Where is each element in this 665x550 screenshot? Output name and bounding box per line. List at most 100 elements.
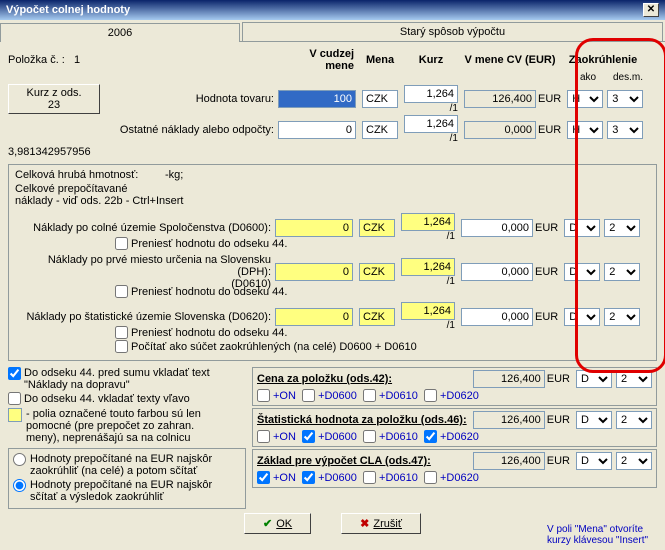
r2-eur [464, 121, 536, 139]
box2-title: Štatistická hodnota za položku (ods.46): [257, 414, 473, 426]
box2-eur-cur: EUR [547, 414, 570, 426]
r3-rate[interactable] [401, 213, 455, 231]
tab-old-method[interactable]: Starý spôsob výpočtu [242, 22, 663, 41]
box1-c4[interactable] [424, 389, 437, 402]
r3-chk[interactable] [115, 237, 128, 250]
opt1-chk[interactable] [8, 367, 21, 380]
r5-currency[interactable] [359, 308, 395, 326]
r5-rate[interactable] [401, 302, 455, 320]
radio2[interactable] [13, 479, 26, 492]
box2-round-b[interactable]: 2 [616, 411, 652, 429]
opt2-chk[interactable] [8, 392, 21, 405]
box3-c3[interactable] [363, 471, 376, 484]
r1-rate-sub: /1 [404, 103, 458, 114]
col-round-b: des.m. [608, 72, 648, 83]
box2-c2[interactable] [302, 430, 315, 443]
r2-rate[interactable] [404, 115, 458, 133]
kurz-button[interactable]: Kurz z ods. 23 [8, 84, 100, 114]
r4-eur[interactable] [461, 263, 533, 281]
polozka-value: 1 [74, 54, 80, 66]
r5-amount[interactable] [275, 308, 353, 326]
r5-rate-sub: /1 [401, 320, 455, 331]
r5-round-b[interactable]: 2 [604, 308, 640, 326]
r4-rate[interactable] [401, 258, 455, 276]
r5-chk1[interactable] [115, 326, 128, 339]
r3-round-a[interactable]: D [564, 219, 600, 237]
radio1-label: Hodnoty prepočítané na EUR najskôr zaokr… [30, 453, 241, 477]
ok-button[interactable]: ✔OK [244, 513, 311, 534]
r5-round-a[interactable]: D [564, 308, 600, 326]
r5-eur-cur: EUR [535, 311, 558, 323]
r2-round-b[interactable]: 3 [607, 121, 643, 139]
r2-round-a[interactable]: H [567, 121, 603, 139]
r4-chk[interactable] [115, 285, 128, 298]
col-round-a: ako [568, 72, 608, 83]
col-eur: V mene CV (EUR) [464, 54, 555, 66]
window-title: Výpočet colnej hodnoty [6, 4, 130, 16]
box1-c2[interactable] [302, 389, 315, 402]
r3-currency[interactable] [359, 219, 395, 237]
r2-currency[interactable] [362, 121, 398, 139]
box3-round-b[interactable]: 2 [616, 452, 652, 470]
radio1[interactable] [13, 453, 26, 466]
r5-eur[interactable] [461, 308, 533, 326]
x-icon: ✖ [360, 517, 369, 530]
box2-round-a[interactable]: D [576, 411, 612, 429]
col-round: Zaokrúhlenie [569, 54, 637, 66]
box3-eur-cur: EUR [547, 455, 570, 467]
box3-round-a[interactable]: D [576, 452, 612, 470]
r1-rate[interactable] [404, 85, 458, 103]
box3-eur [473, 452, 545, 470]
r2-rate-sub: /1 [404, 133, 458, 144]
r3-amount[interactable] [275, 219, 353, 237]
r4-amount[interactable] [275, 263, 353, 281]
box2-c3[interactable] [363, 430, 376, 443]
r3-eur[interactable] [461, 219, 533, 237]
r2-label: Ostatné náklady alebo odpočty: [8, 124, 278, 136]
r3-rate-sub: /1 [401, 231, 455, 242]
box1-eur-cur: EUR [547, 373, 570, 385]
r1-eur [464, 90, 536, 108]
r1-eur-cur: EUR [538, 93, 561, 105]
note-c: meny), neprenášajú sa na colnicu [26, 432, 201, 444]
tab-2006[interactable]: 2006 [0, 23, 240, 42]
box1-c1[interactable] [257, 389, 270, 402]
r4-rate-sub: /1 [401, 276, 455, 287]
box2-c1[interactable] [257, 430, 270, 443]
precision: 3,981342957956 [8, 146, 657, 158]
cancel-button[interactable]: ✖Zrušiť [341, 513, 421, 534]
box1-c3[interactable] [363, 389, 376, 402]
close-icon[interactable]: ✕ [643, 3, 659, 17]
box1-title: Cena za položku (ods.42): [257, 373, 473, 385]
box1-round-a[interactable]: D [576, 370, 612, 388]
r3-round-b[interactable]: 2 [604, 219, 640, 237]
box1: Cena za položku (ods.42): EUR D 2 +ON +D… [252, 367, 657, 406]
r4-round-a[interactable]: D [564, 263, 600, 281]
main-group: Celková hrubá hmotnosť: -kg; Celkové pre… [8, 164, 657, 361]
r4-round-b[interactable]: 2 [604, 263, 640, 281]
r1-amount[interactable] [278, 90, 356, 108]
box3-c1[interactable] [257, 471, 270, 484]
r2-amount[interactable] [278, 121, 356, 139]
note-a: - polia označené touto farbou sú len [26, 408, 201, 420]
box1-round-b[interactable]: 2 [616, 370, 652, 388]
opt2-label: Do odseku 44. vkladať texty vľavo [24, 393, 190, 405]
box3: Základ pre výpočet CLA (ods.47): EUR D 2… [252, 449, 657, 488]
r1-round-b[interactable]: 3 [607, 90, 643, 108]
note-b: pomocné (pre prepočet zo zahran. [26, 420, 201, 432]
r1-round-a[interactable]: H [567, 90, 603, 108]
box3-c2[interactable] [302, 471, 315, 484]
mass-value: -kg; [165, 169, 183, 181]
box3-c4[interactable] [424, 471, 437, 484]
box1-eur [473, 370, 545, 388]
col-currency: Mena [366, 54, 394, 66]
box3-title: Základ pre výpočet CLA (ods.47): [257, 455, 473, 467]
r2-eur-cur: EUR [538, 124, 561, 136]
r5-chk2[interactable] [115, 340, 128, 353]
r4-currency[interactable] [359, 263, 395, 281]
hint: V poli "Mena" otvoríte kurzy klávesou "I… [547, 524, 657, 546]
col-foreign: V cudzej mene [309, 48, 354, 72]
r1-currency[interactable] [362, 90, 398, 108]
recalc-note: Celkové prepočítavané náklady - viď ods.… [15, 183, 650, 207]
box2-c4[interactable] [424, 430, 437, 443]
